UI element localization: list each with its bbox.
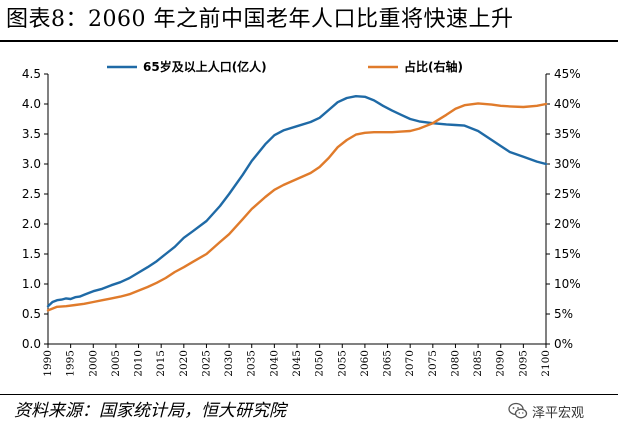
series-line-population <box>46 95 548 308</box>
x-tick-label: 2000 <box>87 350 99 377</box>
legend-label-population: 65岁及以上人口(亿人) <box>143 59 267 74</box>
x-tick-label: 2020 <box>178 350 190 377</box>
y-tick-label-left: 3.5 <box>22 127 41 141</box>
y-tick-label-left: 3.0 <box>22 157 41 171</box>
y-tick-label-right: 35% <box>554 127 581 141</box>
x-tick-label: 2045 <box>291 350 303 377</box>
y-tick-label-right: 40% <box>554 97 581 111</box>
page-title: 图表8：2060 年之前中国老年人口比重将快速上升 <box>6 7 514 32</box>
x-tick-label: 2005 <box>110 350 122 377</box>
y-tick-label-right: 5% <box>554 307 573 321</box>
chart-frame <box>47 74 547 345</box>
x-tick-label: 2070 <box>404 350 416 377</box>
y-tick-label-right: 10% <box>554 277 581 291</box>
x-tick-label: 2065 <box>382 350 394 377</box>
y-tick-label-left: 2.5 <box>22 187 41 201</box>
y-tick-label-right: 25% <box>554 187 581 201</box>
x-tick-label: 2055 <box>336 350 348 377</box>
source-note: 资料来源：国家统计局，恒大研究院 <box>14 401 286 421</box>
chart-lines <box>46 95 548 312</box>
y-tick-label-right: 30% <box>554 157 581 171</box>
x-tick-label: 2050 <box>314 350 326 377</box>
x-tick-label: 2060 <box>359 350 371 377</box>
x-tick-label: 2015 <box>155 350 167 377</box>
y-tick-label-left: 0.0 <box>22 337 41 351</box>
chart: 4.5 4.0 3.5 3.0 2.5 2.0 1.5 1.0 0.5 0.0 45% 40% 35% 3… <box>22 59 581 377</box>
chart-legend: 65岁及以上人口(亿人) 占比(右轴) <box>107 59 463 74</box>
x-tick-label: 2085 <box>472 350 484 377</box>
y-tick-label-left: 1.0 <box>22 277 41 291</box>
x-tick-label: 2080 <box>449 350 461 377</box>
chart-ticks: 4.5 4.0 3.5 3.0 2.5 2.0 1.5 1.0 0.5 0.0 45% 40% 35% 3… <box>22 67 581 377</box>
x-tick-label: 2025 <box>200 350 212 377</box>
brand-name: 泽平宏观 <box>532 405 585 421</box>
y-tick-label-left: 2.0 <box>22 217 41 231</box>
x-tick-label: 2095 <box>517 350 529 377</box>
legend-label-share: 占比(右轴) <box>404 59 463 74</box>
y-tick-label-right: 45% <box>554 67 581 81</box>
x-tick-label: 2030 <box>223 350 235 377</box>
x-tick-label: 2040 <box>268 350 280 377</box>
y-tick-label-left: 4.0 <box>22 97 41 111</box>
y-tick-label-left: 4.5 <box>22 67 41 81</box>
y-tick-label-right: 20% <box>554 217 581 231</box>
y-tick-label-left: 0.5 <box>22 307 41 321</box>
y-tick-label-right: 0% <box>554 337 573 351</box>
x-tick-label: 2035 <box>246 350 258 377</box>
x-tick-label: 2010 <box>133 350 145 377</box>
footer-divider <box>0 394 618 395</box>
title-divider <box>0 40 618 42</box>
x-tick-label: 1990 <box>42 350 54 377</box>
y-tick-label-left: 1.5 <box>22 247 41 261</box>
x-tick-label: 1995 <box>65 350 77 377</box>
x-tick-label: 2075 <box>427 350 439 377</box>
x-tick-label: 2100 <box>540 350 552 377</box>
series-line-share <box>46 102 548 312</box>
x-tick-label: 2090 <box>495 350 507 377</box>
brand: 泽平宏观 <box>508 398 584 424</box>
wechat-icon <box>508 402 528 419</box>
y-tick-label-right: 15% <box>554 247 581 261</box>
